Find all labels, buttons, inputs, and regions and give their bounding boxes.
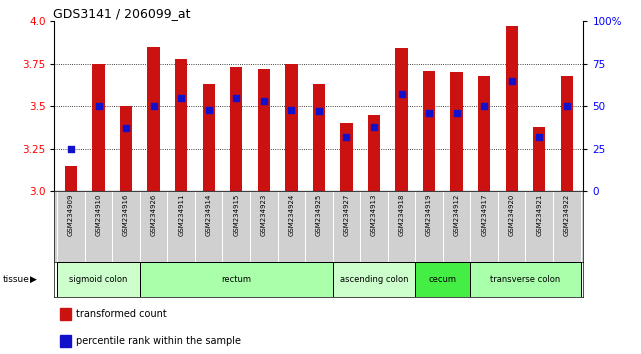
Text: sigmoid colon: sigmoid colon [69, 275, 128, 284]
Bar [533, 127, 545, 191]
Bar [147, 47, 160, 191]
Bar [506, 26, 518, 191]
Point [424, 110, 434, 116]
Bar [478, 76, 490, 191]
Bar [120, 106, 132, 191]
Text: tissue: tissue [3, 275, 30, 284]
Point [369, 124, 379, 130]
Text: GSM234924: GSM234924 [288, 194, 294, 236]
Text: GSM234913: GSM234913 [371, 194, 377, 236]
Text: GSM234918: GSM234918 [399, 194, 404, 236]
Text: GSM234921: GSM234921 [537, 194, 542, 236]
Point [121, 125, 131, 131]
Text: GSM234923: GSM234923 [261, 194, 267, 236]
Point [231, 95, 242, 101]
Text: GSM234912: GSM234912 [454, 194, 460, 236]
Point [562, 103, 572, 109]
Bar [395, 48, 408, 191]
Text: percentile rank within the sample: percentile rank within the sample [76, 336, 240, 346]
Text: transformed count: transformed count [76, 309, 167, 319]
Bar [175, 59, 187, 191]
Text: GSM234910: GSM234910 [96, 194, 101, 236]
Text: rectum: rectum [221, 275, 251, 284]
Bar [285, 64, 297, 191]
Point [451, 110, 462, 116]
Bar [140, 262, 333, 297]
Bar [368, 115, 380, 191]
Bar [65, 166, 77, 191]
Text: GSM234925: GSM234925 [316, 194, 322, 236]
Text: GSM234927: GSM234927 [344, 194, 349, 236]
Text: GSM234926: GSM234926 [151, 194, 156, 236]
Bar [60, 308, 71, 320]
Bar [415, 262, 470, 297]
Bar [230, 67, 242, 191]
Text: GSM234915: GSM234915 [233, 194, 239, 236]
Point [149, 103, 159, 109]
Text: GSM234920: GSM234920 [509, 194, 515, 236]
Bar [313, 84, 325, 191]
Text: GSM234909: GSM234909 [68, 194, 74, 236]
Bar [423, 70, 435, 191]
Text: GSM234916: GSM234916 [123, 194, 129, 236]
Bar [340, 123, 353, 191]
Point [287, 107, 297, 113]
Bar [60, 335, 71, 347]
Text: ascending colon: ascending colon [340, 275, 408, 284]
Point [94, 103, 104, 109]
Point [479, 103, 489, 109]
Point [204, 107, 214, 113]
Point [66, 146, 76, 152]
Bar [470, 262, 581, 297]
Text: GSM234911: GSM234911 [178, 194, 184, 236]
Bar [92, 64, 104, 191]
Point [314, 108, 324, 114]
Text: GSM234919: GSM234919 [426, 194, 432, 236]
Text: GDS3141 / 206099_at: GDS3141 / 206099_at [53, 7, 191, 20]
Text: ▶: ▶ [30, 275, 37, 284]
Text: transverse colon: transverse colon [490, 275, 561, 284]
Bar [57, 262, 140, 297]
Text: cecum: cecum [429, 275, 457, 284]
Bar [561, 76, 573, 191]
Bar [333, 262, 415, 297]
Point [396, 91, 406, 97]
Point [259, 98, 269, 104]
Bar [258, 69, 270, 191]
Point [341, 134, 351, 139]
Bar [451, 72, 463, 191]
Point [506, 78, 517, 84]
Point [534, 134, 544, 139]
Point [176, 95, 187, 101]
Text: GSM234922: GSM234922 [564, 194, 570, 236]
Text: GSM234917: GSM234917 [481, 194, 487, 236]
Bar [203, 84, 215, 191]
Text: GSM234914: GSM234914 [206, 194, 212, 236]
